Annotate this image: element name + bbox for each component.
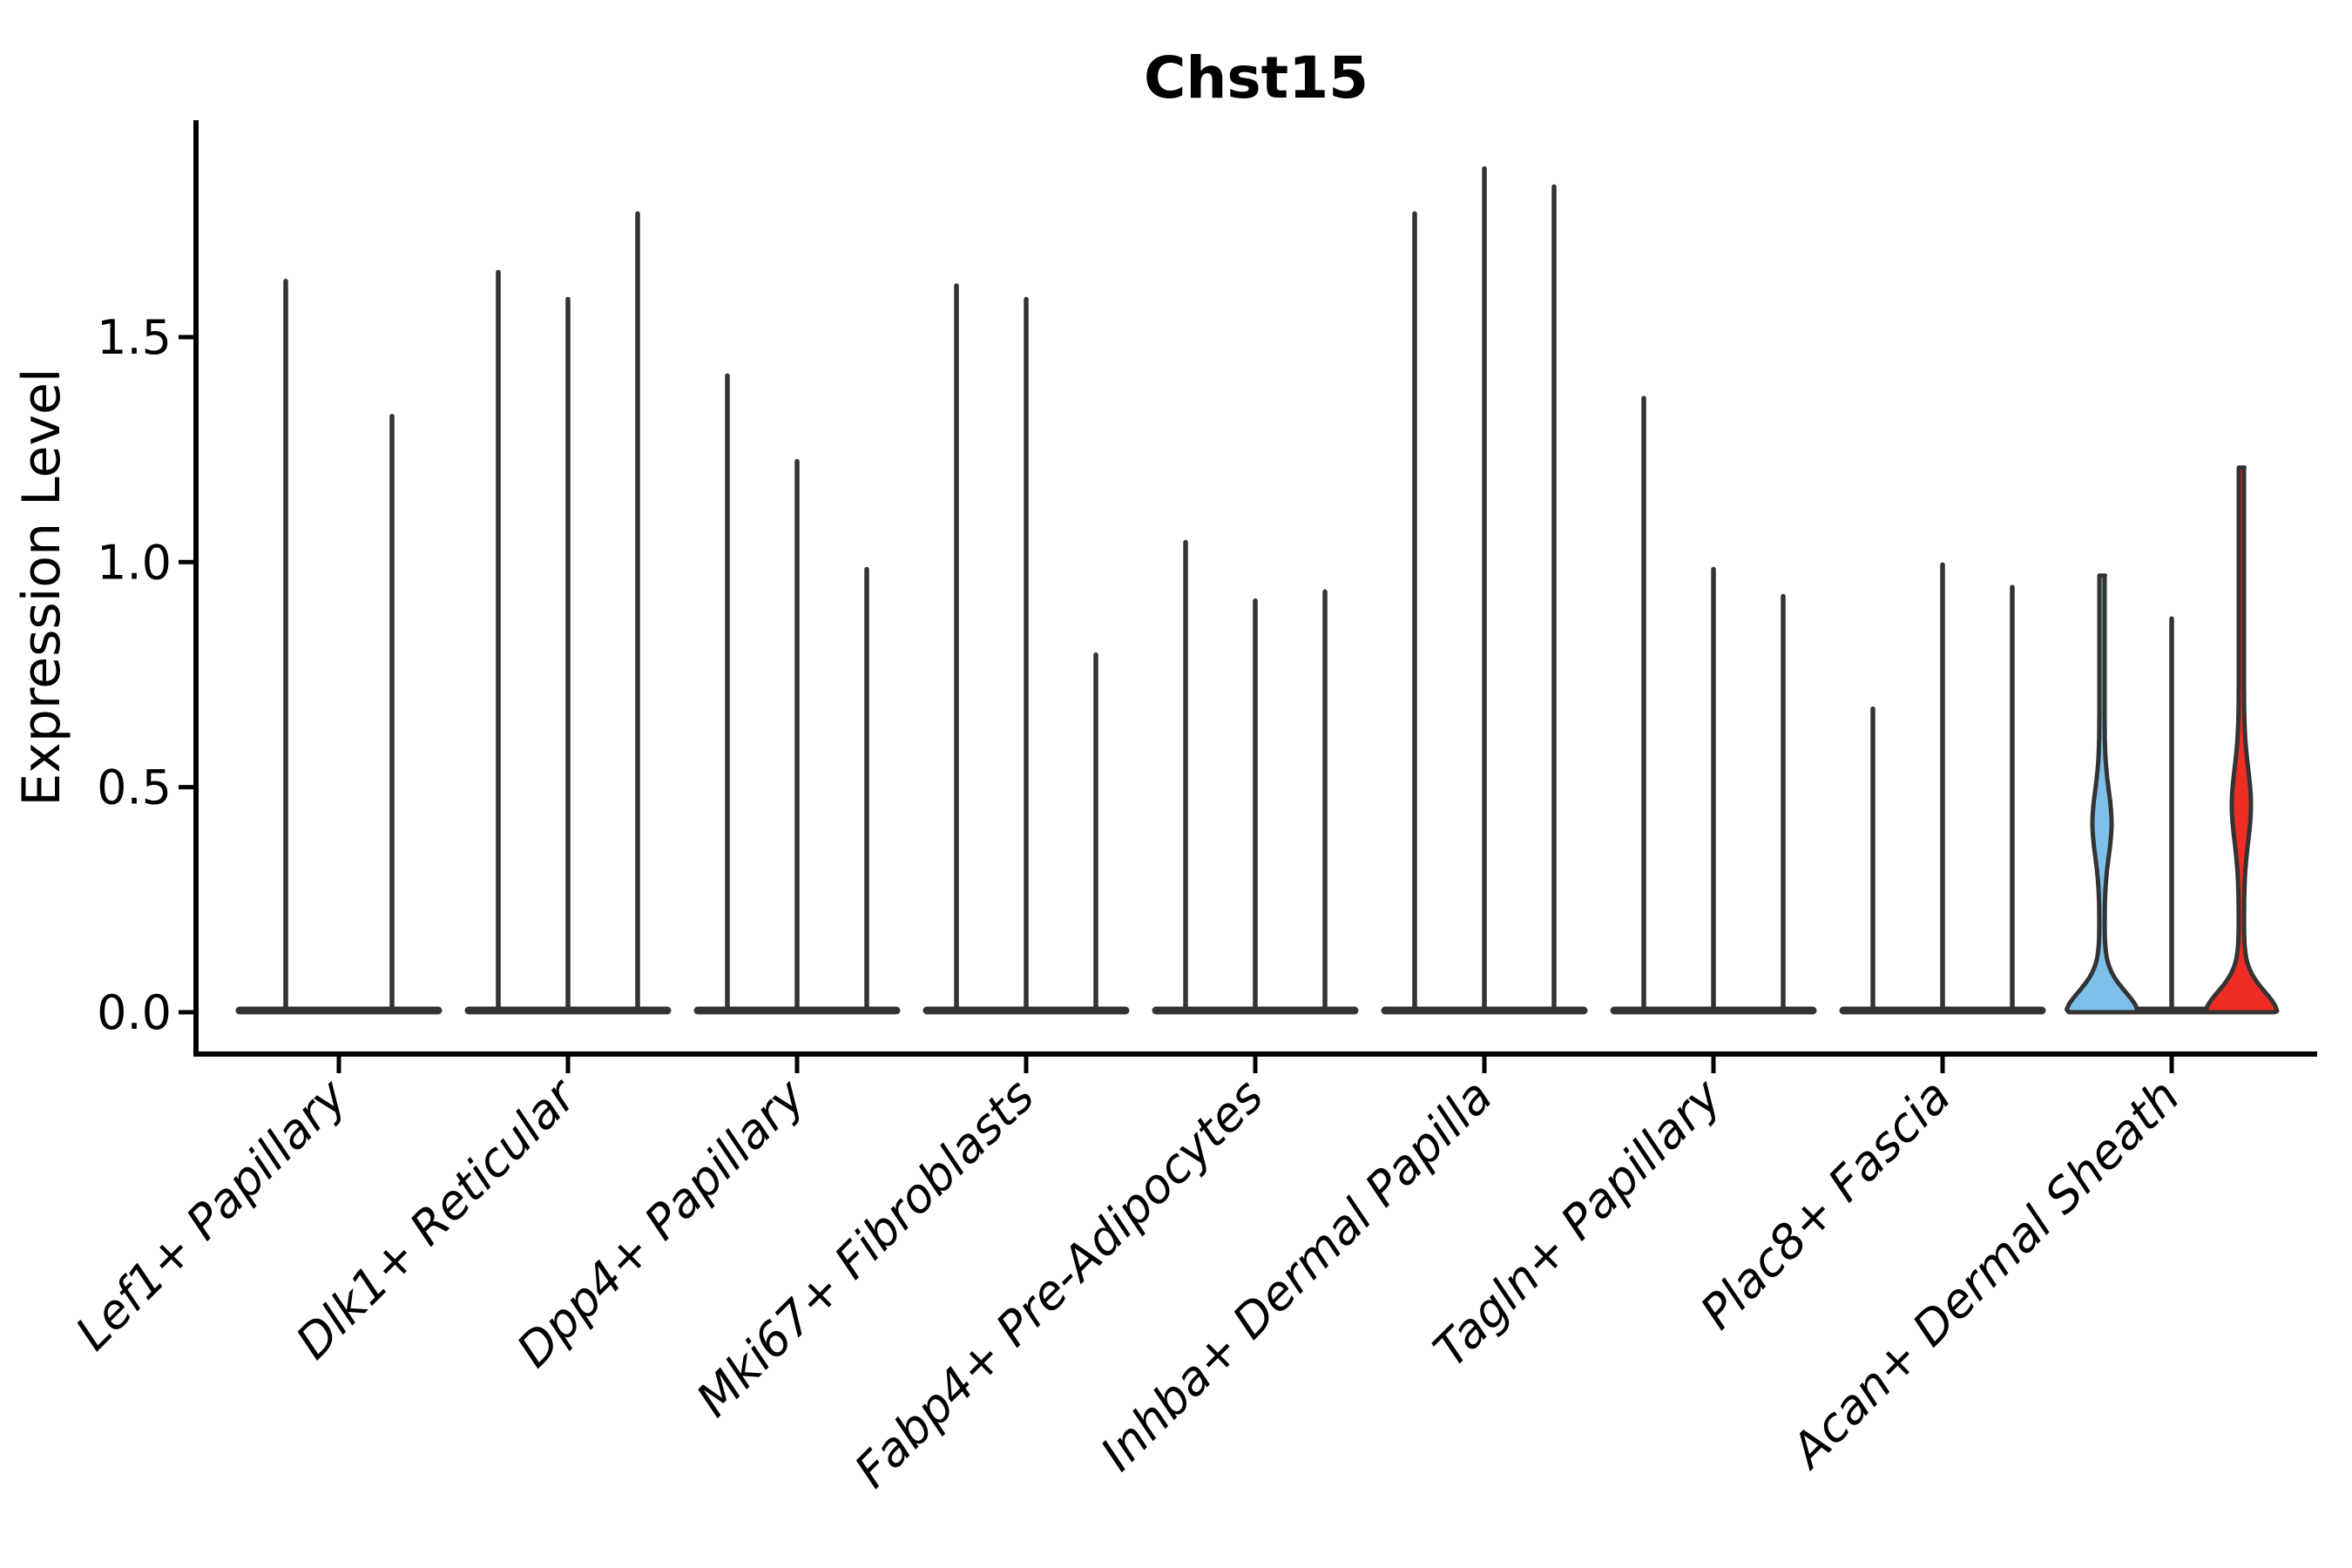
- y-tick-label: 1.5: [97, 310, 172, 365]
- x-tick-label: Acan+ Dermal Sheath: [1779, 1069, 2190, 1480]
- y-tick-label: 0.0: [97, 985, 172, 1040]
- y-axis-label: Expression Level: [11, 368, 72, 806]
- y-tick-label: 0.5: [97, 760, 172, 815]
- chart-title: Chst15: [1144, 44, 1369, 112]
- y-tick-label: 1.0: [97, 535, 172, 590]
- x-tick-label: Fabp4+ Pre-Adipocytes: [844, 1069, 1274, 1498]
- x-tick-label: Inhba+ Dermal Papilla: [1090, 1069, 1503, 1482]
- violins-layer: [235, 166, 2280, 1015]
- violin-highlighted: [2203, 465, 2280, 1015]
- violin-highlighted: [2065, 573, 2139, 1015]
